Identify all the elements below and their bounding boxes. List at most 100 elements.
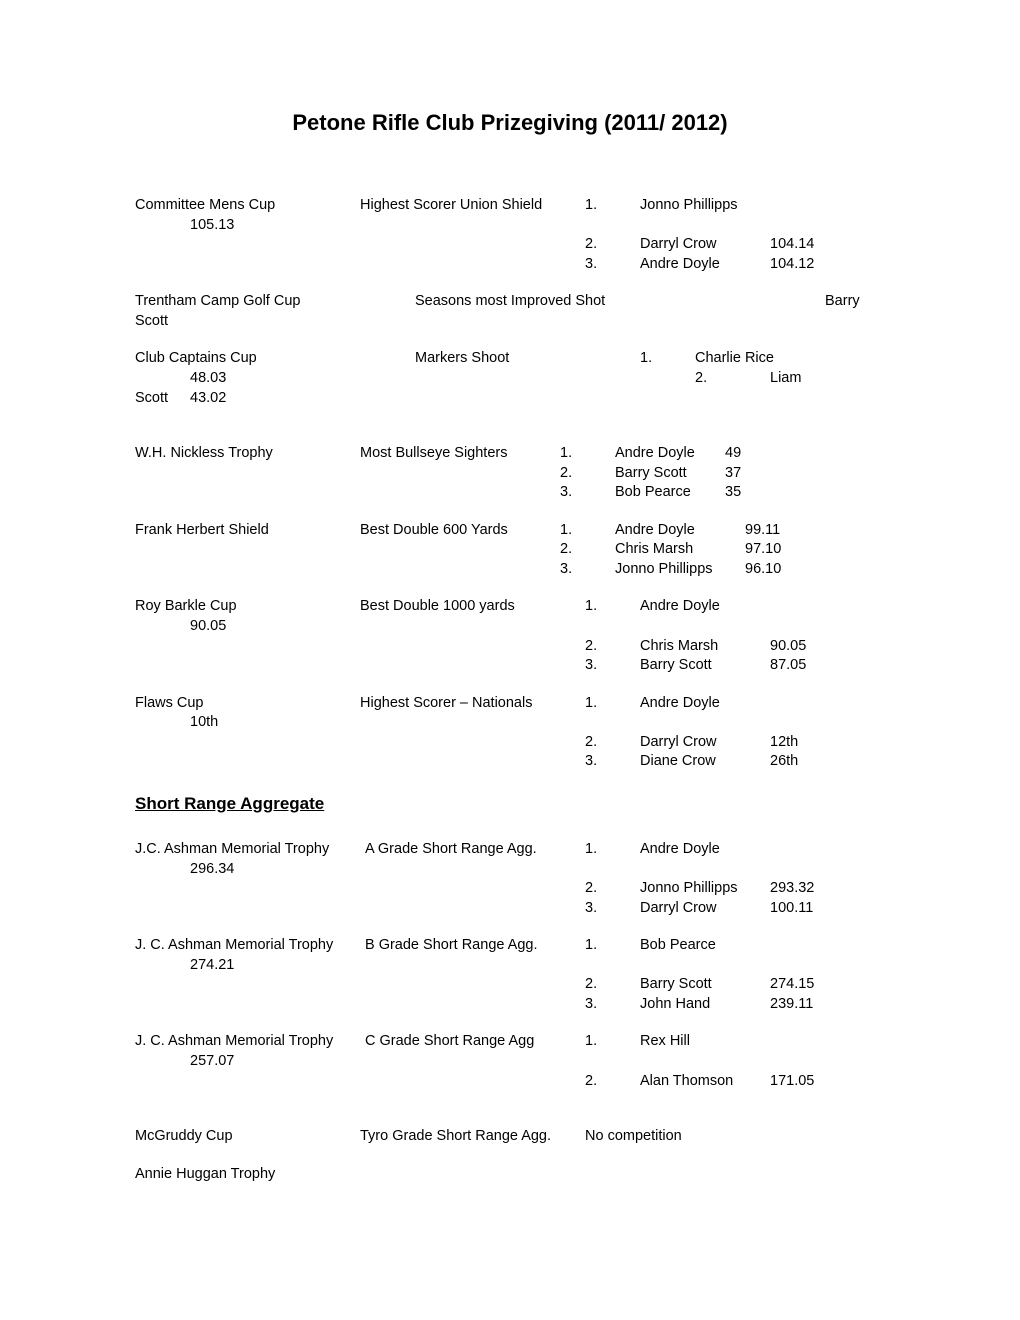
winner-score: 293.32: [770, 879, 830, 899]
winner-score: 87.05: [770, 656, 830, 676]
place: 1.: [560, 444, 615, 464]
place: 3.: [585, 899, 640, 919]
trophy-name: Annie Huggan Trophy: [135, 1165, 360, 1185]
winner-name: Darryl Crow: [640, 899, 770, 919]
place: 3.: [585, 752, 640, 772]
winner-name: John Hand: [640, 995, 770, 1015]
trophy-name: Frank Herbert Shield: [135, 521, 360, 541]
winner-name: Barry: [825, 292, 885, 312]
place: 3.: [585, 255, 640, 275]
winner-score: 37: [725, 464, 741, 484]
trophy-name: Flaws Cup: [135, 694, 360, 714]
winner-score: 97.10: [745, 540, 781, 560]
place: 1.: [585, 694, 640, 714]
winner-score: 10th: [135, 713, 415, 733]
winner-name-cont: Scott: [135, 389, 190, 409]
winner-name: Barry Scott: [640, 656, 770, 676]
winner-name: Jonno Phillipps: [640, 879, 770, 899]
winner-name: Jonno Phillipps: [640, 196, 770, 216]
trophy-desc: C Grade Short Range Agg: [365, 1032, 585, 1052]
winner-name: Andre Doyle: [640, 597, 770, 617]
award-herbert: Frank Herbert Shield Best Double 600 Yar…: [135, 521, 885, 580]
winner-score: 26th: [770, 752, 830, 772]
place: 1.: [640, 349, 695, 369]
trophy-name: Committee Mens Cup: [135, 196, 360, 216]
trophy-desc: Best Double 600 Yards: [360, 521, 560, 541]
award-nickless: W.H. Nickless Trophy Most Bullseye Sight…: [135, 444, 885, 503]
place: 2.: [585, 975, 640, 995]
winner-name: Jonno Phillipps: [615, 560, 745, 580]
winner-score: 105.13: [135, 216, 415, 236]
winner-score: 96.10: [745, 560, 781, 580]
winner-name: Liam: [770, 369, 830, 389]
winner-score: 104.12: [770, 255, 830, 275]
trophy-name: W.H. Nickless Trophy: [135, 444, 360, 464]
winner-name: Darryl Crow: [640, 235, 770, 255]
winner-score: 48.03: [135, 369, 415, 389]
award-ashman-a: J.C. Ashman Memorial Trophy A Grade Shor…: [135, 840, 885, 918]
winner-score: 90.05: [135, 617, 415, 637]
winner-name: Andre Doyle: [615, 521, 745, 541]
trophy-name: Roy Barkle Cup: [135, 597, 360, 617]
place: 1.: [585, 1032, 640, 1052]
trophy-desc: Markers Shoot: [360, 349, 640, 369]
place: 1.: [585, 840, 640, 860]
trophy-desc: B Grade Short Range Agg.: [365, 936, 585, 956]
winner-name: Rex Hill: [640, 1032, 770, 1052]
place: 3.: [560, 560, 615, 580]
winner-name: Chris Marsh: [615, 540, 745, 560]
winner-name: Charlie Rice: [695, 349, 825, 369]
place: 2.: [695, 369, 770, 389]
place: 2.: [585, 1072, 640, 1092]
place: 1.: [560, 521, 615, 541]
award-trentham: Trentham Camp Golf Cup Seasons most Impr…: [135, 292, 885, 331]
winner-name: Darryl Crow: [640, 733, 770, 753]
trophy-desc: Highest Scorer – Nationals: [360, 694, 585, 714]
trophy-name: J. C. Ashman Memorial Trophy: [135, 936, 365, 956]
document-page: Petone Rifle Club Prizegiving (2011/ 201…: [0, 0, 1020, 1320]
winner-score: 49: [725, 444, 741, 464]
trophy-desc: Tyro Grade Short Range Agg.: [360, 1127, 585, 1147]
place: 3.: [585, 995, 640, 1015]
winner-name: Chris Marsh: [640, 637, 770, 657]
winner-score: 274.21: [135, 956, 415, 976]
place: 3.: [585, 656, 640, 676]
winner-score: 12th: [770, 733, 830, 753]
winner-score: 239.11: [770, 995, 830, 1015]
trophy-name: McGruddy Cup: [135, 1127, 360, 1147]
winner-name: Barry Scott: [640, 975, 770, 995]
winner-score: 100.11: [770, 899, 830, 919]
place: 1.: [585, 196, 640, 216]
place: 2.: [585, 235, 640, 255]
place: 2.: [585, 733, 640, 753]
winner-score: 296.34: [135, 860, 415, 880]
trophy-desc: Most Bullseye Sighters: [360, 444, 560, 464]
award-captains: Club Captains Cup Markers Shoot 1. Charl…: [135, 349, 885, 408]
winner-score: 90.05: [770, 637, 830, 657]
winner-name: Andre Doyle: [640, 694, 770, 714]
place: 2.: [560, 540, 615, 560]
trophy-name: J.C. Ashman Memorial Trophy: [135, 840, 365, 860]
trophy-desc: A Grade Short Range Agg.: [365, 840, 585, 860]
trophy-name: Trentham Camp Golf Cup: [135, 292, 360, 312]
place: 2.: [585, 879, 640, 899]
award-committee: Committee Mens Cup Highest Scorer Union …: [135, 196, 885, 274]
place: 2.: [560, 464, 615, 484]
winner-score: 99.11: [745, 521, 780, 541]
winner-name: Bob Pearce: [640, 936, 770, 956]
place: 1.: [585, 597, 640, 617]
place: 3.: [560, 483, 615, 503]
award-ashman-c: J. C. Ashman Memorial Trophy C Grade Sho…: [135, 1032, 885, 1091]
winner-score: 43.02: [190, 389, 226, 409]
trophy-desc: Seasons most Improved Shot: [360, 292, 640, 312]
place: 1.: [585, 936, 640, 956]
winner-score: 104.14: [770, 235, 830, 255]
award-note: No competition: [585, 1127, 682, 1147]
trophy-desc: Highest Scorer Union Shield: [360, 196, 585, 216]
trophy-desc: Best Double 1000 yards: [360, 597, 585, 617]
winner-name: Diane Crow: [640, 752, 770, 772]
winner-score: 257.07: [135, 1052, 415, 1072]
winner-name: Bob Pearce: [615, 483, 725, 503]
winner-name: Barry Scott: [615, 464, 725, 484]
page-title: Petone Rifle Club Prizegiving (2011/ 201…: [135, 110, 885, 136]
